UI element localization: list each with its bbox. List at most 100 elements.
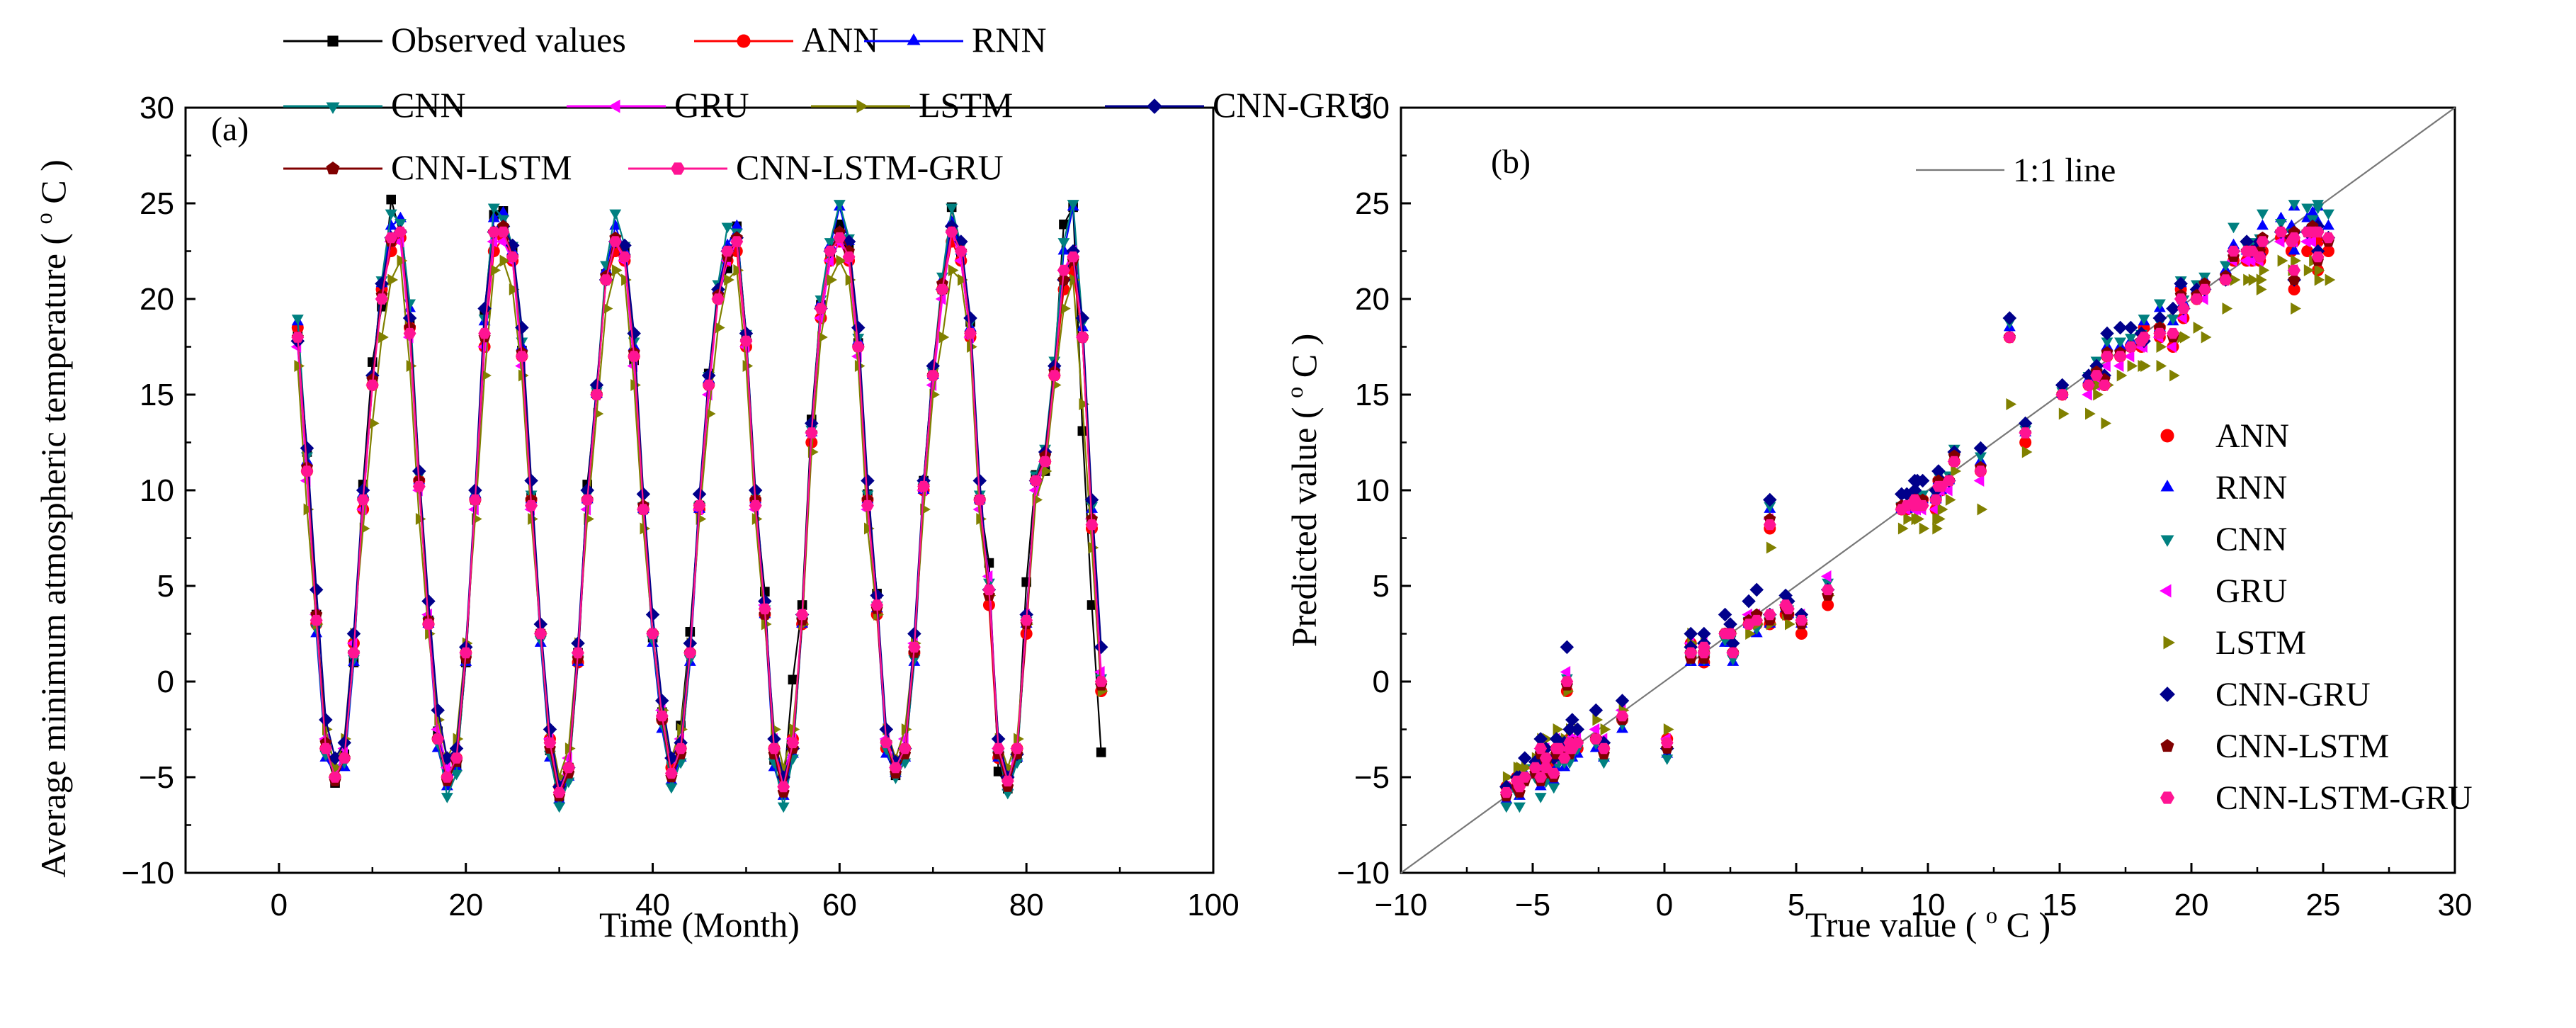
a-point [701,368,716,383]
b-point [1684,647,1698,659]
b-point [1903,513,1914,525]
b-point [2113,360,2124,372]
a-x-tick-label: 20 [448,888,483,922]
a-legend-entry-cnn: CNN [283,85,466,125]
b-point [1915,473,1930,488]
panel-b: −10 −5 0 5 10 15 20 25 30 −10 −5 0 5 10 15 20 25 30 (b) 1:1… [1283,91,2473,944]
b-point [2167,327,2179,339]
b-x-tick-label: 0 [1656,888,1673,922]
b-point [2322,245,2334,257]
a-point [338,752,351,764]
b-legend-entry-cnn-gru: CNN-GRU [2160,676,2371,713]
a-point [715,322,725,334]
a-point [749,499,762,512]
a-x-tick-label: 40 [635,888,670,922]
a-point [572,647,584,659]
a-point [665,767,678,779]
b-point [1560,676,1574,687]
a-point [926,370,940,381]
a-point [795,609,809,621]
b-point [2256,236,2269,247]
a-point [469,494,482,506]
b-point [1907,483,1922,497]
a-point [387,273,398,286]
b-point [2314,264,2325,276]
a-point [309,582,324,597]
a-point [1041,465,1052,478]
b-point [1745,628,1756,640]
b-legend-label: LSTM [2215,624,2306,662]
a-y-tick-label: 5 [157,569,174,604]
a-legend-label: CNN-GRU [1213,85,1374,125]
a-point [992,742,1005,755]
a-point [665,783,678,794]
a-point [386,194,396,205]
a-legend-marker [1147,98,1162,114]
a-y-tick-label: 0 [157,665,174,699]
a-point [814,312,824,324]
a-point [487,226,501,238]
a-point [879,722,894,737]
a-point [945,226,958,238]
a-point [609,209,622,220]
a-point [524,473,538,488]
b-point [1932,522,1943,535]
b-panel-label: (b) [1491,143,1531,181]
a-legend-entry-observed-values: Observed values [283,20,626,60]
b-legend-marker [2160,687,2175,702]
b-point [2138,360,2149,372]
b-x-tick-label: 30 [2438,888,2473,922]
a-legend-label: GRU [674,85,749,125]
b-point [2230,273,2241,286]
a-legend-label: CNN [391,85,466,125]
b-point [1742,619,1755,630]
b-point [2256,273,2267,286]
b-point [2303,264,2315,276]
b-point [1615,694,1630,708]
b-point [2288,244,2300,255]
a-x-tick-label: 100 [1187,888,1239,922]
a-legend-entry-lstm: LSTM [811,85,1013,125]
a-point [543,722,557,737]
b-point [2300,235,2311,248]
a-point [515,351,528,362]
a-point [870,588,884,603]
b-point [1937,503,1948,516]
b-y-tick-label: 5 [1373,569,1390,604]
a-point [449,741,464,756]
a-point [645,607,660,622]
a-point [611,264,623,276]
b-point [1597,742,1611,755]
b-point [1916,499,1929,512]
a-point [958,273,968,286]
b-point [1533,732,1548,746]
a-point [1057,264,1070,276]
a-point [459,647,472,659]
a-point [1077,426,1088,436]
a-point [431,703,445,718]
a-point [777,781,790,793]
b-point [1785,618,1795,631]
a-point [972,473,987,488]
b-point [2003,332,2016,343]
a-point [328,751,342,765]
a-point [331,762,342,774]
a-point [655,710,669,722]
a-point [1079,398,1090,410]
a-point [450,752,463,764]
a-point [422,619,435,630]
a-legend-label: RNN [972,20,1047,60]
a-point [590,389,603,400]
b-legend-entry-ann: ANN [2160,417,2289,455]
b-point [1795,614,1808,626]
b-point [1518,751,1532,765]
a-point [534,628,547,640]
a-point [347,647,361,659]
a-panel-label: (a) [211,111,249,148]
b-point [2177,303,2190,315]
b-point [2058,407,2070,420]
b-point [2174,276,2188,291]
b-y-tick-label: −10 [1337,856,1390,891]
a-point [936,283,949,295]
a-point [599,274,613,286]
